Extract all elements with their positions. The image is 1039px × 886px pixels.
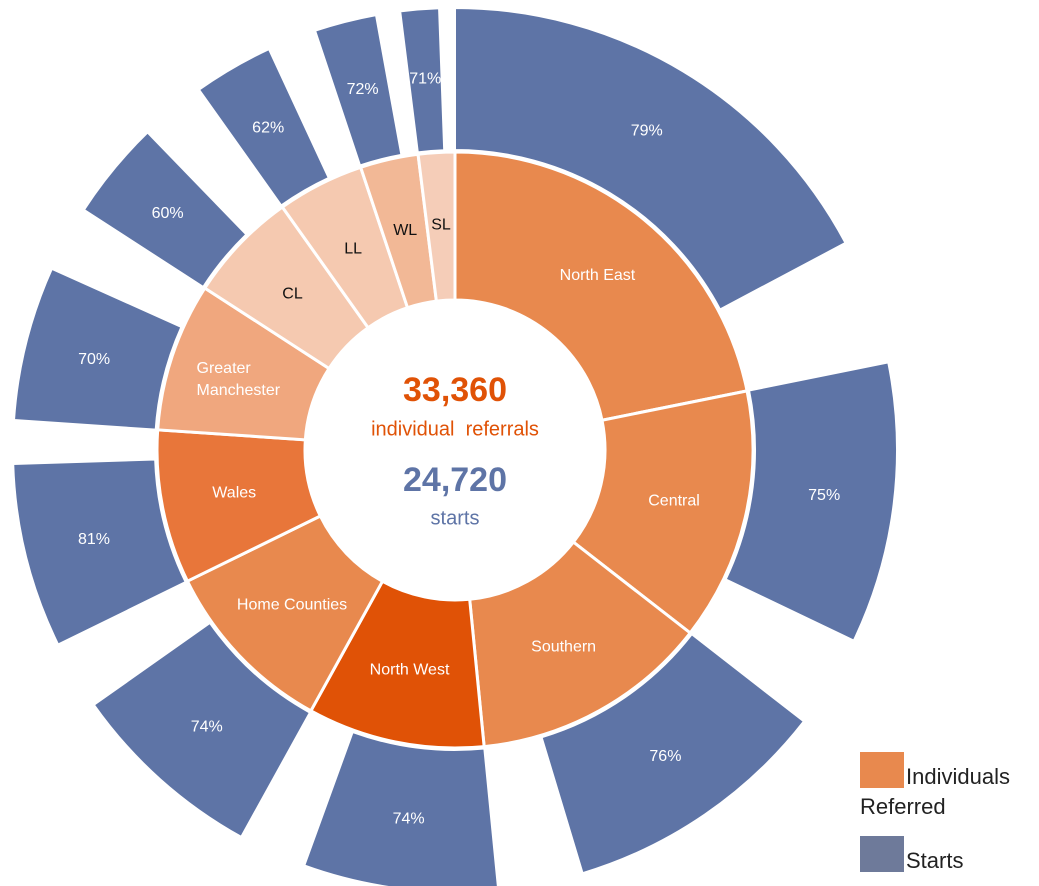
outer-segment bbox=[12, 458, 187, 646]
center-starts-label: starts bbox=[431, 507, 480, 529]
legend-label: Individuals Referred bbox=[860, 764, 1010, 819]
category-label: CL bbox=[282, 286, 303, 303]
inner-segment bbox=[468, 539, 693, 749]
value-label: 62% bbox=[252, 120, 284, 137]
legend-swatch bbox=[860, 836, 904, 872]
outer-segment bbox=[540, 632, 806, 875]
category-label: Wales bbox=[212, 485, 256, 502]
legend-item: Individuals Referred bbox=[860, 752, 1035, 822]
inner-segment bbox=[453, 150, 749, 423]
center-referrals: 33,360 bbox=[403, 371, 507, 409]
outer-segment bbox=[399, 7, 446, 154]
legend-swatch bbox=[860, 752, 904, 788]
value-label: 74% bbox=[393, 810, 425, 827]
category-label: WL bbox=[393, 222, 417, 239]
legend-label: Starts bbox=[906, 848, 964, 873]
value-label: 72% bbox=[347, 81, 379, 98]
value-label: 60% bbox=[152, 205, 184, 222]
category-label: Central bbox=[648, 493, 700, 510]
outer-segment bbox=[454, 6, 847, 311]
category-label: Home Counties bbox=[237, 596, 347, 613]
value-label: 76% bbox=[649, 748, 681, 765]
outer-segment bbox=[82, 131, 248, 289]
outer-segment bbox=[12, 267, 183, 431]
category-label: North West bbox=[370, 662, 450, 679]
category-label: Southern bbox=[531, 638, 596, 655]
category-label: LL bbox=[344, 241, 362, 258]
category-label: North East bbox=[560, 267, 636, 284]
center-starts: 24,720 bbox=[403, 461, 507, 499]
outer-segment bbox=[724, 361, 898, 642]
outer-segment bbox=[197, 47, 331, 207]
value-label: 81% bbox=[78, 531, 110, 548]
value-label: 79% bbox=[631, 122, 663, 139]
center-referrals-label: individual referrals bbox=[371, 418, 539, 440]
value-label: 70% bbox=[78, 351, 110, 368]
legend: Individuals Referred Starts bbox=[860, 752, 1035, 886]
outer-segment bbox=[302, 730, 499, 886]
value-label: 74% bbox=[191, 718, 223, 735]
outer-segment bbox=[313, 13, 403, 167]
inner-segment bbox=[416, 150, 457, 303]
category-label: Greater Manchester bbox=[197, 360, 281, 399]
inner-segment bbox=[571, 389, 755, 636]
legend-item: Starts bbox=[860, 836, 1035, 876]
category-label: SL bbox=[431, 217, 451, 234]
value-label: 71% bbox=[409, 70, 441, 87]
outer-segment bbox=[92, 621, 312, 839]
value-label: 75% bbox=[808, 487, 840, 504]
